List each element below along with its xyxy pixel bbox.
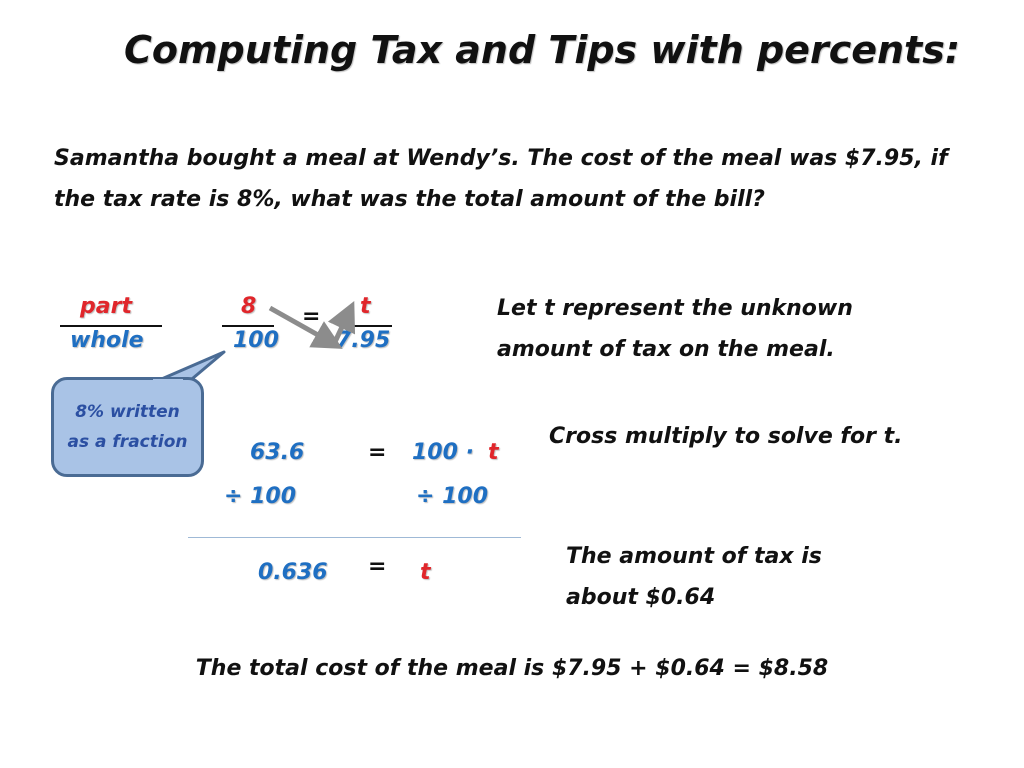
divider-line xyxy=(188,537,521,538)
callout-box: 8% written as a fraction xyxy=(51,377,204,477)
part-label: part xyxy=(80,294,132,319)
division-left: ÷ 100 xyxy=(224,484,297,509)
total-statement: The total cost of the meal is $7.95 + $0… xyxy=(195,656,829,681)
note-tax-amount: The amount of tax is about $0.64 xyxy=(566,544,822,610)
fraction-bar-right xyxy=(340,325,392,327)
division-right: ÷ 100 xyxy=(416,484,489,509)
equation1-equals: = xyxy=(368,440,387,465)
problem-statement: Samantha bought a meal at Wendy’s. The c… xyxy=(54,146,948,212)
equation2-equals: = xyxy=(368,554,387,579)
numerator-left: 8 xyxy=(241,294,257,319)
denominator-left: 100 xyxy=(233,328,279,353)
arrow-8-to-7-95 xyxy=(268,305,343,349)
note-let-t: Let t represent the unknown amount of ta… xyxy=(497,296,853,362)
fraction-bar-left xyxy=(222,325,274,327)
equation1-right-variable: t xyxy=(488,440,499,465)
whole-label: whole xyxy=(70,328,144,353)
note-cross-multiply: Cross multiply to solve for t. xyxy=(549,424,903,449)
fraction-bar-part-whole xyxy=(60,325,162,327)
arrow-to-t xyxy=(327,300,356,346)
equation1-left: 63.6 xyxy=(250,440,305,465)
equation2-left: 0.636 xyxy=(258,560,328,585)
numerator-right: t xyxy=(360,294,371,319)
callout-text: 8% written as a fraction xyxy=(67,402,188,452)
slide-title: Computing Tax and Tips with percents: xyxy=(123,28,961,72)
equation2-right: t xyxy=(420,560,431,585)
equation1-right-coefficient: 100 · xyxy=(412,440,474,465)
